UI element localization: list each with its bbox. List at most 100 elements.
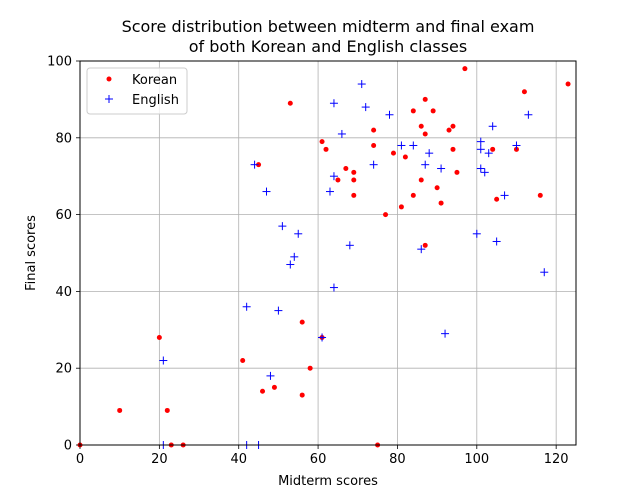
korean-point (323, 146, 329, 152)
english-point (512, 141, 521, 150)
korean-point (287, 100, 293, 106)
english-point (437, 164, 446, 173)
english-point (242, 302, 251, 311)
korean-point (446, 127, 452, 133)
english-point (480, 168, 489, 177)
y-tick-label: 40 (55, 285, 72, 300)
english-point (472, 229, 481, 238)
chart-title-line-2: of both Korean and English classes (189, 37, 467, 56)
korean-point (450, 123, 456, 129)
korean-point (343, 166, 349, 172)
y-axis-label: Final scores (24, 215, 39, 291)
korean-point (299, 392, 305, 398)
english-point (274, 306, 283, 315)
english-point (409, 141, 418, 150)
korean-point (565, 81, 571, 87)
korean-point (418, 177, 424, 183)
axis-ticks: 0 20 40 60 80 100 120 0 20 40 60 80 100 (47, 55, 568, 468)
korean-point (240, 358, 246, 364)
english-point (476, 137, 485, 146)
korean-point (390, 150, 396, 156)
grid (79, 60, 576, 446)
legend-label-english: English (132, 93, 179, 108)
korean-point (351, 192, 357, 198)
korean-point (422, 96, 428, 102)
korean-point (422, 242, 428, 248)
korean-point (422, 131, 428, 137)
korean-point (494, 196, 500, 202)
korean-point (117, 407, 123, 413)
english-point (488, 122, 497, 131)
korean-point (351, 177, 357, 183)
korean-point (434, 185, 440, 191)
korean-point (156, 334, 162, 340)
korean-point (398, 204, 404, 210)
korean-point (383, 212, 389, 218)
legend: Korean English (86, 67, 188, 115)
english-point (290, 252, 299, 261)
x-tick-label: 60 (310, 452, 327, 467)
chart-title-line-1: Score distribution between midterm and f… (122, 17, 535, 36)
english-point (345, 241, 354, 250)
y-tick-label: 20 (55, 362, 72, 377)
english-point (524, 110, 533, 119)
x-tick-label: 20 (151, 452, 168, 467)
korean-point (402, 154, 408, 160)
legend-label-korean: Korean (132, 73, 177, 88)
english-point (540, 268, 549, 277)
english-point (421, 160, 430, 169)
korean-point (537, 192, 543, 198)
korean-point (450, 146, 456, 152)
english-point (361, 103, 370, 112)
korean-point (454, 169, 460, 175)
english-point (492, 237, 501, 246)
english-point (337, 129, 346, 138)
plot-frame (79, 60, 577, 446)
english-point (329, 99, 338, 108)
korean-point (371, 142, 377, 148)
english-point (250, 160, 259, 169)
english-point (397, 141, 406, 150)
english-point (318, 333, 327, 342)
korean-point (335, 177, 341, 183)
korean-point (521, 89, 527, 95)
x-tick-label: 40 (230, 452, 247, 467)
english-point (476, 145, 485, 154)
y-tick-label: 0 (64, 439, 72, 454)
x-tick-label: 80 (389, 452, 406, 467)
korean-point (307, 365, 313, 371)
korean-point (410, 108, 416, 114)
english-point (329, 283, 338, 292)
legend-box (86, 67, 188, 115)
y-tick-label: 60 (55, 208, 72, 223)
english-point (425, 149, 434, 158)
x-axis-label: Midterm scores (278, 474, 378, 489)
x-tick-label: 120 (544, 452, 569, 467)
english-point (262, 187, 271, 196)
english-point (484, 149, 493, 158)
english-point (385, 110, 394, 119)
english-point (357, 80, 366, 89)
english-point (159, 356, 168, 365)
korean-point (164, 407, 170, 413)
korean-point (490, 146, 496, 152)
korean-point (410, 192, 416, 198)
english-point (369, 160, 378, 169)
english-point (417, 245, 426, 254)
y-tick-label: 80 (55, 131, 72, 146)
english-point (476, 164, 485, 173)
x-tick-label: 100 (464, 452, 489, 467)
english-point (325, 187, 334, 196)
x-tick-label: 0 (76, 452, 84, 467)
english-point (441, 329, 450, 338)
korean-point (418, 123, 424, 129)
y-tick-label: 100 (47, 55, 72, 70)
korean-point (438, 200, 444, 206)
korean-point (260, 388, 266, 394)
english-point (278, 222, 287, 231)
korean-point (462, 66, 468, 72)
english-point (266, 371, 275, 380)
korean-point (271, 384, 277, 390)
english-point (294, 229, 303, 238)
